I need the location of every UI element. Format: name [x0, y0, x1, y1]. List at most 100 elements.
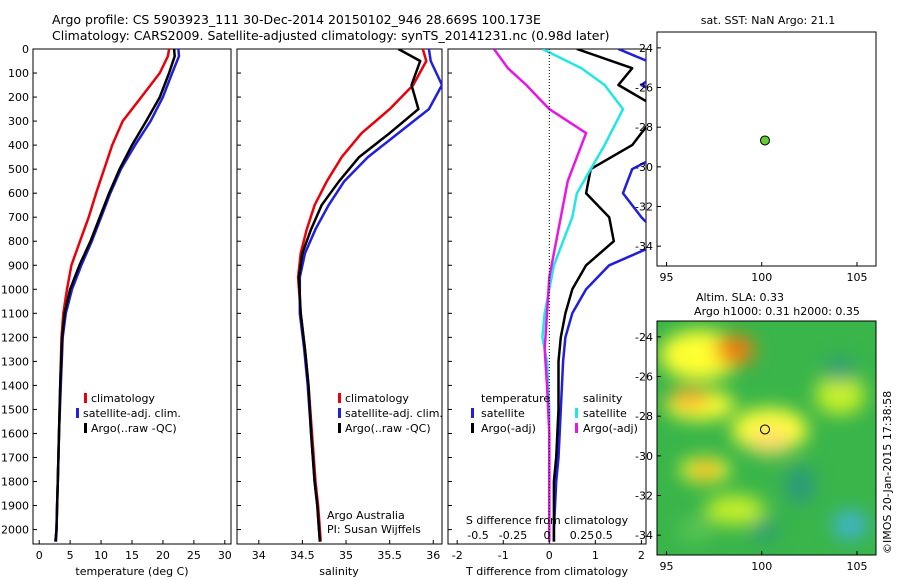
- x-tick-label: 30: [218, 549, 232, 562]
- legend-swatch-t-argo: [471, 423, 474, 433]
- x2-tick-label: 0.25: [570, 529, 595, 542]
- x-tick-label: 35: [339, 549, 353, 562]
- difference-panel-frame: [447, 48, 647, 545]
- sla-heatmap: [657, 321, 876, 555]
- legend-label: Argo(-adj): [583, 422, 638, 435]
- x-tick-label: 20: [156, 549, 170, 562]
- legend-label: Argo(-adj): [481, 422, 536, 435]
- depth-tick-label: 0: [22, 43, 29, 56]
- x-tick-label: 5: [67, 549, 74, 562]
- sla-blob: [815, 375, 865, 415]
- x-axis-ticks: 0 5 10 15 20 25 30 34 34.5 35 35.5 36 -2 -1 0 1 2: [36, 540, 645, 562]
- temperature-series: [54, 49, 181, 542]
- difference-x2-ticklabels: -0.5 -0.25 0 0.25 0.5: [467, 529, 612, 542]
- x-tick-label: 35.5: [377, 549, 402, 562]
- title-line-2: Climatology: CARS2009. Satellite-adjuste…: [52, 28, 610, 43]
- sla-blob: [748, 425, 792, 455]
- x-tick-label: 10: [94, 549, 108, 562]
- depth-tick-label: 1500: [1, 403, 29, 416]
- sla-map-title-1: Altim. SLA: 0.33: [696, 291, 784, 304]
- legend-swatch-climatology: [84, 393, 87, 403]
- legend-heading: temperature: [481, 392, 550, 405]
- float-marker-sst: [759, 135, 770, 146]
- x-tick-label: 36: [426, 549, 440, 562]
- depth-tick-label: 100: [8, 67, 29, 80]
- title-block: Argo profile: CS 5903923_111 30-Dec-2014…: [52, 12, 609, 44]
- map-y-tick-label: -32: [635, 201, 653, 214]
- map-y-tick-label: -26: [635, 371, 653, 384]
- sst-map-title: sat. SST: NaN Argo: 21.1: [701, 14, 835, 27]
- legend-label: Argo(..raw -QC): [91, 422, 177, 435]
- legend-label: satellite-adj. clim.: [83, 407, 181, 420]
- map-y-tick-label: -28: [635, 121, 653, 134]
- map-x-tick-label: 95: [660, 271, 674, 284]
- map-y-tick-label: -34: [635, 529, 653, 542]
- salinity-legend: climatology satellite-adj. clim. Argo(..…: [338, 392, 443, 435]
- x-tick-label: 2: [638, 549, 645, 562]
- x-tick-label: 25: [187, 549, 201, 562]
- legend-swatch-argo: [84, 423, 87, 433]
- depth-tick-label: 400: [8, 139, 29, 152]
- depth-tick-label: 1800: [1, 476, 29, 489]
- map-y-tick-label: -30: [635, 450, 653, 463]
- credit-text: ©IMOS 20-Jan-2015 17:38:58: [881, 391, 894, 554]
- depth-tick-label: 1400: [1, 379, 29, 392]
- depth-tick-label: 200: [8, 91, 29, 104]
- legend-swatch-s-argo: [575, 423, 578, 433]
- x-tick-label: 34.5: [290, 549, 315, 562]
- temperature-x-label: temperature (deg C): [75, 565, 188, 578]
- x-tick-label: 15: [125, 549, 139, 562]
- salinity-annotation: PI: Susan Wijffels: [327, 523, 421, 536]
- sla-map-frame: [656, 320, 877, 556]
- x2-tick-label: -0.25: [499, 529, 527, 542]
- difference-series: [492, 49, 646, 542]
- x2-tick-label: -0.5: [467, 529, 488, 542]
- x-tick-label: -1: [498, 549, 509, 562]
- temperature-panel-frame: [32, 48, 232, 545]
- legend-swatch-satellite: [76, 408, 79, 418]
- map-y-tick-label: -28: [635, 410, 653, 423]
- sla-blob: [715, 335, 755, 365]
- depth-tick-label: 700: [8, 211, 29, 224]
- salinity-series: [296, 49, 442, 542]
- depth-tick-label: 500: [8, 163, 29, 176]
- map-y-tick-label: -34: [635, 240, 653, 253]
- sla-blob: [677, 518, 713, 542]
- sst-map-frame: [656, 31, 877, 267]
- map-y-tick-label: -24: [635, 331, 653, 344]
- x-tick-label: 0: [546, 549, 553, 562]
- depth-axis: 0 100 200 300 400 500 600 700 800 900 1000 1100 1200…: [1, 43, 452, 537]
- legend-label: satellite: [481, 407, 525, 420]
- map-axis-ticks: 95 100 105 -24 -26 -28 -30 -32 -34 95 100 105 -24 -26…: [635, 42, 867, 573]
- series-line: [296, 49, 428, 542]
- depth-tick-label: 1300: [1, 355, 29, 368]
- series-line: [54, 49, 171, 542]
- sla-blob: [751, 520, 779, 540]
- sla-blob: [670, 388, 710, 408]
- salinity-panel-frame: [236, 48, 443, 545]
- map-x-tick-label: 95: [660, 560, 674, 573]
- x-tick-label: 0: [36, 549, 43, 562]
- sla-blob: [785, 465, 815, 505]
- series-line: [54, 49, 176, 542]
- depth-tick-label: 300: [8, 115, 29, 128]
- map-y-tick-label: -26: [635, 82, 653, 95]
- map-x-tick-label: 105: [846, 271, 867, 284]
- title-line-1: Argo profile: CS 5903923_111 30-Dec-2014…: [52, 12, 541, 27]
- depth-tick-label: 1100: [1, 307, 29, 320]
- series-line: [54, 49, 181, 542]
- difference-x2-label: S difference from climatology: [466, 514, 629, 527]
- map-x-tick-label: 100: [751, 271, 772, 284]
- difference-legend: temperature satellite Argo(-adj) salinit…: [471, 392, 638, 435]
- map-x-tick-label: 105: [846, 560, 867, 573]
- map-y-tick-label: -32: [635, 490, 653, 503]
- legend-swatch-satellite: [338, 408, 341, 418]
- depth-tick-label: 1700: [1, 451, 29, 464]
- map-x-tick-label: 100: [751, 560, 772, 573]
- series-line: [298, 49, 442, 542]
- salinity-annotation: Argo Australia: [327, 509, 405, 522]
- salinity-x-label: salinity: [319, 565, 359, 578]
- x2-tick-label: 0.5: [595, 529, 613, 542]
- temperature-legend: climatology satellite-adj. clim. Argo(..…: [76, 392, 181, 435]
